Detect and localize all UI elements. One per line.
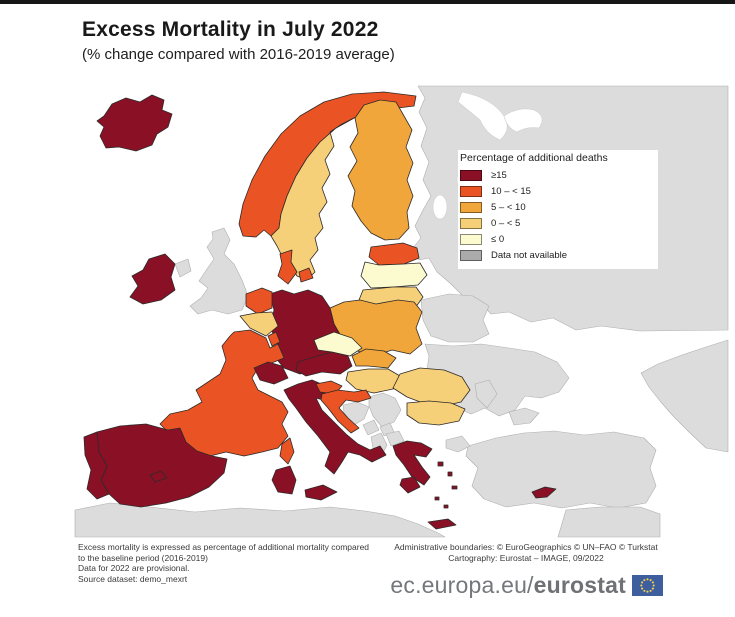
legend-swatch-10-15 (460, 185, 482, 197)
eu-flag-icon (632, 575, 663, 596)
map-country-latvia (360, 261, 428, 289)
map-country-ireland (129, 253, 176, 305)
credit-line: Cartography: Eurostat – IMAGE, 09/2022 (448, 552, 604, 563)
white-sea (457, 91, 508, 141)
eurostat-url: ec.europa.eu/eurostat (390, 572, 626, 599)
map-country-crimea (508, 407, 540, 426)
legend-item: 5 – < 10 (460, 201, 658, 213)
legend-item: ≤ 0 (460, 233, 658, 245)
legend-label: Data not available (491, 249, 568, 261)
legend-label: ≥15 (491, 169, 507, 181)
footnote-line: to the baseline period (2016-2019) (78, 552, 208, 563)
legend-label: ≤ 0 (491, 233, 505, 245)
map-country-hungary (345, 368, 401, 394)
legend-item: 0 – < 5 (460, 217, 658, 229)
map-country-luxembourg (267, 331, 281, 347)
map-country-russia-caucasus (640, 339, 729, 453)
map-country-sardinia (271, 465, 297, 495)
map-country-finland (347, 99, 414, 241)
map-country-austria (295, 351, 353, 377)
footnote-line: Source dataset: demo_mexrt (78, 573, 188, 584)
url-regular: ec.europa.eu/ (390, 572, 534, 598)
lake-ladoga (432, 194, 448, 220)
map-country-portugal (83, 431, 110, 500)
map-country-crete (427, 518, 457, 530)
map-country-northern-ireland (174, 258, 192, 278)
map-country-croatia (320, 389, 372, 434)
map-country-turkey-thrace (445, 435, 471, 453)
map-country-uk (189, 227, 249, 315)
page-title: Excess Mortality in July 2022 (82, 18, 379, 41)
legend-label: 5 – < 10 (491, 201, 526, 213)
map-country-netherlands (245, 287, 273, 315)
map-country-romania (392, 367, 471, 407)
header: Excess Mortality in July 2022 (% change … (82, 18, 642, 63)
map-country-greece (392, 440, 433, 486)
legend-swatch-0-5 (460, 217, 482, 229)
map-country-greek-islands (434, 461, 458, 509)
map-region-middle-east (557, 506, 661, 538)
legend-swatch-na (460, 249, 482, 261)
map-country-switzerland (253, 361, 289, 385)
legend-item: Data not available (460, 249, 658, 261)
map-country-denmark (277, 249, 298, 285)
white-sea-lobe (503, 108, 543, 133)
map-country-bulgaria (406, 400, 466, 426)
footnotes-left: Excess mortality is expressed as percent… (78, 542, 386, 584)
map-country-moldova (474, 379, 498, 409)
legend-label: 10 – < 15 (491, 185, 531, 197)
legend-item: ≥15 (460, 169, 658, 181)
map-country-france (159, 329, 289, 457)
map-country-montenegro (362, 419, 380, 436)
legend-label: 0 – < 5 (491, 217, 521, 229)
legend-swatch-5-10 (460, 201, 482, 213)
map-country-serbia (368, 392, 402, 428)
map-country-estonia (368, 242, 420, 266)
map-region-north-africa (74, 502, 446, 538)
footnote-line: Data for 2022 are provisional. (78, 563, 190, 573)
credits: Administrative boundaries: © EuroGeograp… (388, 542, 664, 563)
url-bold: eurostat (533, 572, 626, 598)
map-country-balearic-islands (149, 470, 168, 483)
legend-item: 10 – < 15 (460, 185, 658, 197)
top-border (0, 0, 735, 4)
legend-title: Percentage of additional deaths (460, 152, 608, 164)
map-country-belgium (239, 311, 279, 337)
map-country-peloponnese (399, 476, 421, 494)
map-country-denmark-islands (298, 267, 314, 283)
map-country-north-macedonia (385, 430, 405, 447)
footnote-line: Excess mortality is expressed as percent… (78, 542, 370, 552)
map-country-turkey (465, 430, 657, 509)
map-country-czechia (313, 331, 363, 357)
credit-line: Administrative boundaries: © EuroGeograp… (394, 542, 658, 552)
map-legend: Percentage of additional deaths ≥15 10 –… (458, 150, 658, 269)
page-subtitle: (% change compared with 2016-2019 averag… (82, 46, 395, 63)
map-country-corsica (279, 437, 295, 465)
map-country-slovakia (351, 348, 397, 369)
legend-swatch-lte0 (460, 233, 482, 245)
map-country-belarus (420, 293, 490, 343)
map-country-cyprus (531, 486, 557, 499)
eurostat-branding: ec.europa.eu/eurostat (390, 572, 663, 599)
map-country-sicily (304, 484, 338, 501)
map-country-iceland (96, 94, 173, 152)
legend-swatch-gte15 (460, 169, 482, 181)
